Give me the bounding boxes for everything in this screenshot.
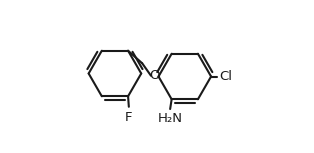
Text: F: F [125,110,133,123]
Text: O: O [149,69,160,82]
Text: Cl: Cl [219,70,232,83]
Text: H₂N: H₂N [158,112,183,125]
